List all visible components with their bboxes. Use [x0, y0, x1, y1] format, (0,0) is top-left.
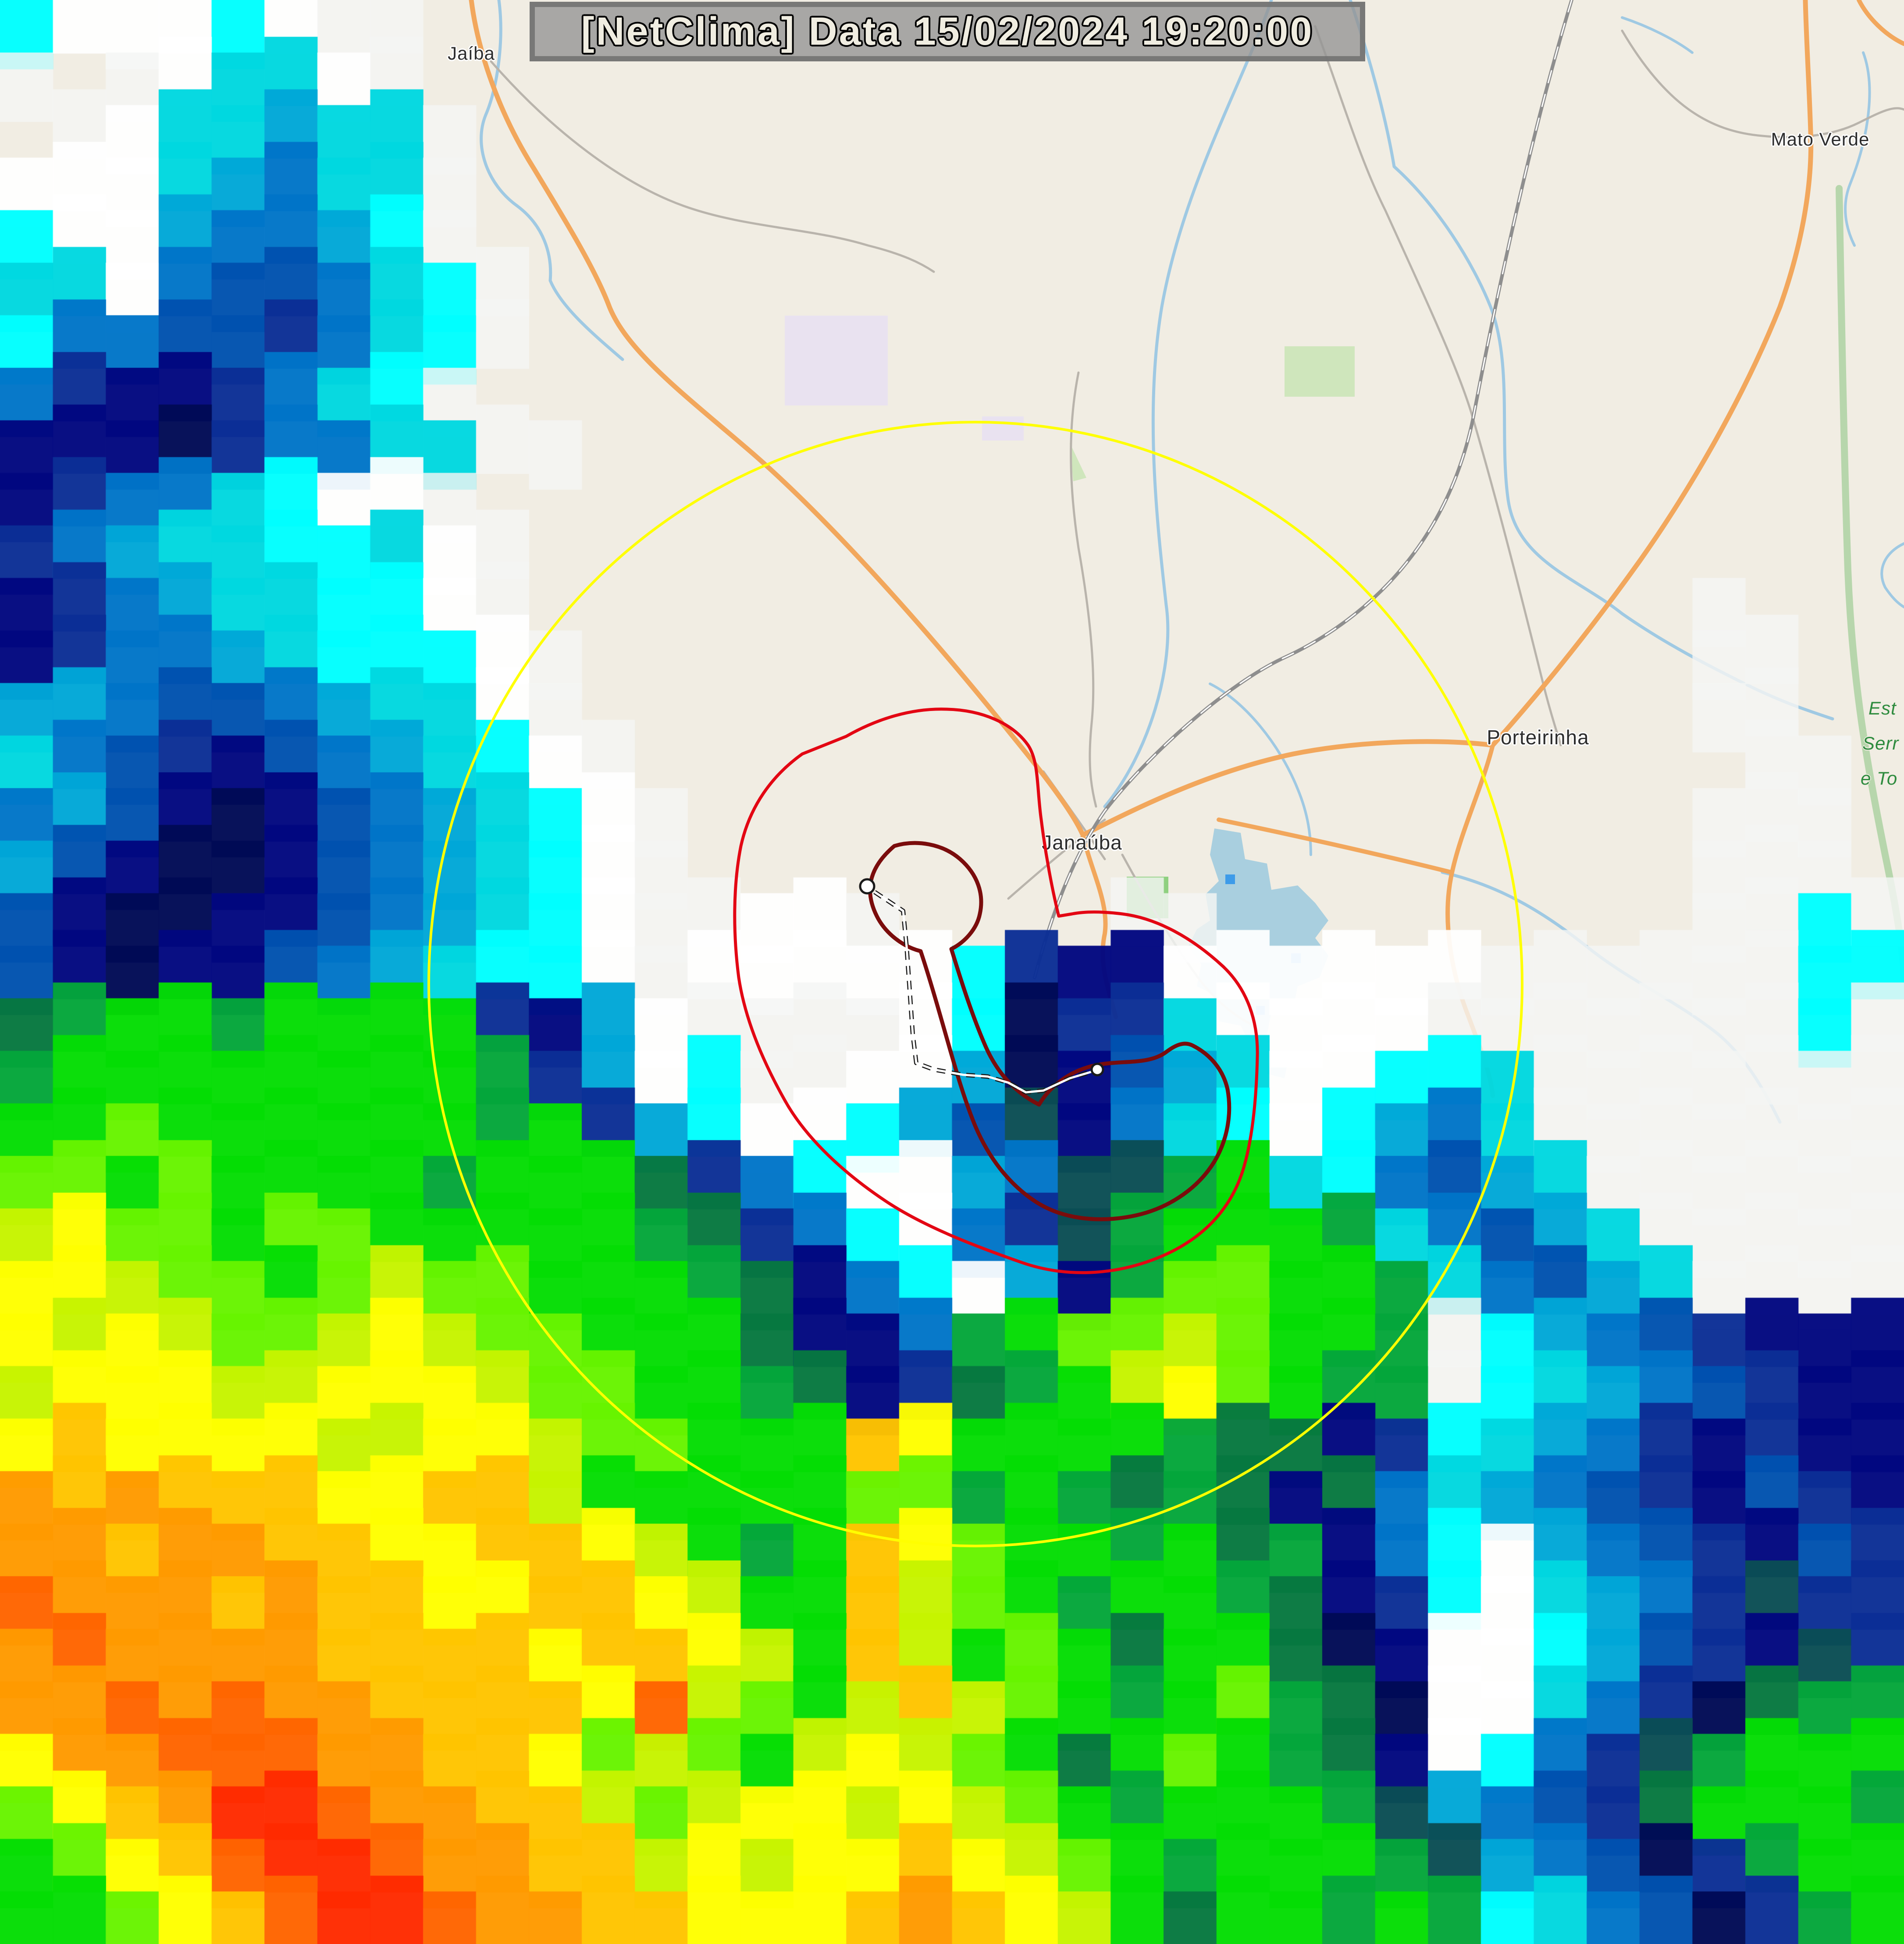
- title-text: [NetClima] Data 15/02/2024 19:20:00: [581, 9, 1314, 53]
- dark-red-storm-contour: [868, 841, 1231, 1222]
- title-bar: [NetClima] Data 15/02/2024 19:20:00: [530, 2, 1365, 61]
- storm-track-end-hook: [1090, 1063, 1104, 1077]
- red-storm-contour: [733, 707, 1259, 1274]
- range-ring: [427, 421, 1523, 1547]
- storm-track-start-hook: [859, 878, 875, 895]
- storm-track-casing: [873, 890, 1093, 1095]
- storm-track: [874, 891, 1092, 1094]
